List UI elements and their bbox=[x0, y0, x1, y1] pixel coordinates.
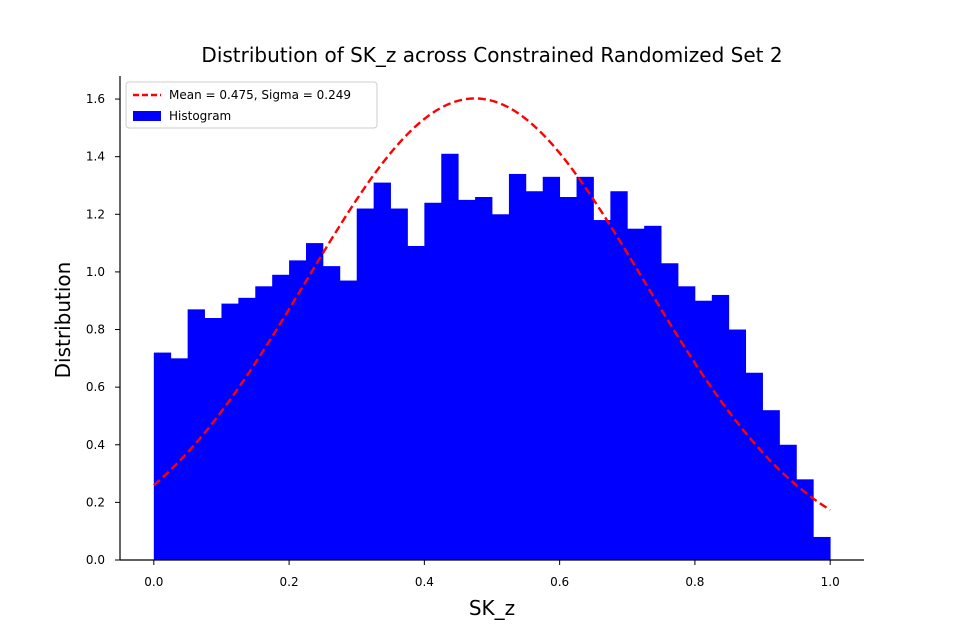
x-tick-label: 0.0 bbox=[144, 575, 163, 589]
legend: Mean = 0.475, Sigma = 0.249 Histogram bbox=[125, 81, 378, 129]
histogram-bar bbox=[221, 303, 239, 560]
histogram-bar bbox=[559, 197, 577, 560]
legend-box bbox=[125, 81, 378, 129]
y-tick-label: 0.2 bbox=[86, 495, 105, 509]
histogram-bar bbox=[306, 243, 324, 560]
histogram-bar bbox=[170, 358, 189, 560]
histogram-bar bbox=[661, 263, 679, 560]
normal-curve-line bbox=[153, 97, 831, 512]
histogram-bar bbox=[322, 266, 341, 560]
histogram-bar bbox=[339, 280, 358, 560]
histogram-bar bbox=[204, 318, 222, 560]
histogram-bar bbox=[390, 208, 408, 560]
histogram-bar bbox=[627, 228, 645, 560]
y-tick-label: 1.2 bbox=[86, 207, 105, 221]
histogram-bar bbox=[255, 286, 273, 560]
histogram-bar bbox=[525, 191, 544, 560]
histogram-bar bbox=[728, 329, 747, 560]
legend-curve-label: Mean = 0.475, Sigma = 0.249 bbox=[169, 88, 351, 102]
histogram-bar bbox=[492, 214, 510, 561]
histogram-bar bbox=[745, 372, 763, 560]
x-tick-label: 0.6 bbox=[550, 575, 569, 589]
histogram-bar bbox=[407, 245, 425, 560]
histogram-bars bbox=[153, 153, 831, 561]
x-tick-label: 0.2 bbox=[280, 575, 299, 589]
histogram-bar bbox=[153, 352, 172, 560]
y-tick-label: 1.0 bbox=[86, 265, 105, 279]
y-tick-label: 1.6 bbox=[86, 92, 105, 106]
histogram-bar bbox=[458, 199, 476, 560]
x-axis-label: SK_z bbox=[469, 596, 515, 620]
x-ticks: 0.0 0.2 0.4 0.6 0.8 1.0 bbox=[144, 560, 840, 589]
histogram-bar bbox=[424, 202, 442, 560]
histogram-bar bbox=[475, 197, 493, 560]
x-tick-label: 0.4 bbox=[415, 575, 434, 589]
y-tick-label: 0.4 bbox=[86, 438, 105, 452]
histogram-bar bbox=[576, 176, 594, 561]
y-ticks: 0.0 0.2 0.4 0.6 0.8 1.0 1.2 1.4 1.6 bbox=[86, 92, 120, 567]
chart-title: Distribution of SK_z across Constrained … bbox=[201, 43, 782, 67]
histogram-bar bbox=[813, 536, 831, 560]
histogram-bar bbox=[187, 309, 205, 560]
histogram-bar bbox=[441, 153, 459, 561]
histogram-bar bbox=[238, 297, 256, 560]
x-tick-label: 0.8 bbox=[685, 575, 704, 589]
histogram-bar bbox=[678, 286, 696, 560]
y-tick-label: 0.0 bbox=[86, 553, 105, 567]
legend-patch-swatch bbox=[133, 111, 161, 121]
histogram-bar bbox=[356, 208, 375, 560]
histogram-bar bbox=[373, 182, 391, 560]
legend-histogram-label: Histogram bbox=[169, 109, 231, 123]
histogram-bar bbox=[508, 173, 527, 560]
x-tick-label: 1.0 bbox=[821, 575, 840, 589]
y-axis-label: Distribution bbox=[51, 262, 75, 379]
histogram-bar bbox=[593, 220, 611, 561]
histogram-bar bbox=[711, 294, 730, 560]
histogram-bar bbox=[694, 300, 713, 560]
histogram-bar bbox=[796, 479, 814, 560]
histogram-bar bbox=[762, 410, 780, 560]
histogram-bar bbox=[779, 444, 797, 560]
histogram-bar bbox=[272, 274, 290, 560]
histogram-bar bbox=[610, 191, 628, 560]
histogram-bar bbox=[289, 260, 307, 560]
y-tick-label: 0.6 bbox=[86, 380, 105, 394]
histogram-bar bbox=[644, 225, 662, 561]
histogram-bar bbox=[542, 176, 561, 561]
y-tick-label: 0.8 bbox=[86, 323, 105, 337]
y-tick-label: 1.4 bbox=[86, 150, 105, 164]
